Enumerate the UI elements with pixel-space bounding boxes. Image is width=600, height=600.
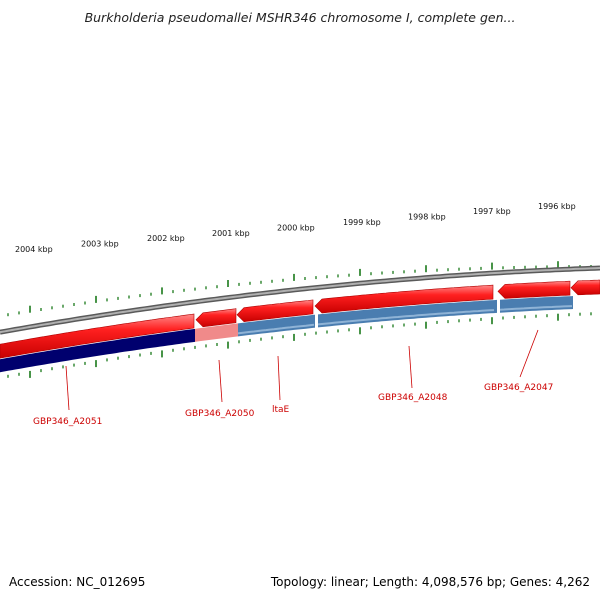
feature-arrow[interactable] xyxy=(314,284,494,314)
gene-label[interactable]: GBP346_A2050 xyxy=(185,409,255,419)
ruler-tick-label: 1998 kbp xyxy=(408,213,446,222)
label-leader-line xyxy=(65,365,70,411)
feature-arrow[interactable] xyxy=(0,313,195,359)
outer-ruler: 2004 kbp 2003 kbp 2002 kbp 2001 kbp 2000 kbp… xyxy=(7,202,592,317)
ruler-tick-label: 2003 kbp xyxy=(81,240,119,249)
feature-arrow[interactable] xyxy=(195,308,237,328)
label-leader-line xyxy=(408,345,413,389)
genome-backbone xyxy=(0,265,600,335)
gene-labels: GBP346_A2051 GBP346_A2050 ltaE GBP346_A2048… xyxy=(33,329,553,427)
cds-highlight xyxy=(499,305,573,311)
feature-track xyxy=(0,279,600,359)
label-leader-line xyxy=(277,355,281,401)
cds-highlight xyxy=(237,323,315,335)
ruler-tick-label: 1997 kbp xyxy=(473,207,511,216)
map-title: Burkholderia pseudomallei MSHR346 chromo… xyxy=(84,10,516,25)
ruler-tick-label: 1996 kbp xyxy=(538,202,576,211)
ruler-tick-label: 2001 kbp xyxy=(212,229,250,238)
cds-segment[interactable] xyxy=(500,296,573,313)
cds-segment[interactable] xyxy=(195,323,238,342)
gene-label[interactable]: ltaE xyxy=(272,405,290,415)
accession-text: Accession: NC_012695 xyxy=(9,575,146,589)
feature-arrow[interactable] xyxy=(570,279,600,296)
backbone-highlight xyxy=(0,267,600,334)
feature-arrow[interactable] xyxy=(497,280,571,299)
genome-summary-text: Topology: linear; Length: 4,098,576 bp; … xyxy=(270,575,590,589)
gene-label[interactable]: GBP346_A2048 xyxy=(378,393,448,403)
ruler-tick-label: 2004 kbp xyxy=(15,245,53,254)
label-leader-line xyxy=(218,359,223,403)
ruler-tick-label: 2002 kbp xyxy=(147,234,185,243)
cds-highlight xyxy=(317,309,495,326)
inner-ruler xyxy=(7,312,592,378)
feature-arrow[interactable] xyxy=(236,299,314,323)
gene-label[interactable]: GBP346_A2051 xyxy=(33,417,102,427)
cds-segment[interactable] xyxy=(0,328,195,373)
ruler-tick-label: 2000 kbp xyxy=(277,223,315,232)
ruler-tick-label: 1999 kbp xyxy=(343,218,381,227)
label-leader-line xyxy=(519,329,539,378)
gene-label[interactable]: GBP346_A2047 xyxy=(484,383,553,393)
cds-track xyxy=(0,296,573,373)
